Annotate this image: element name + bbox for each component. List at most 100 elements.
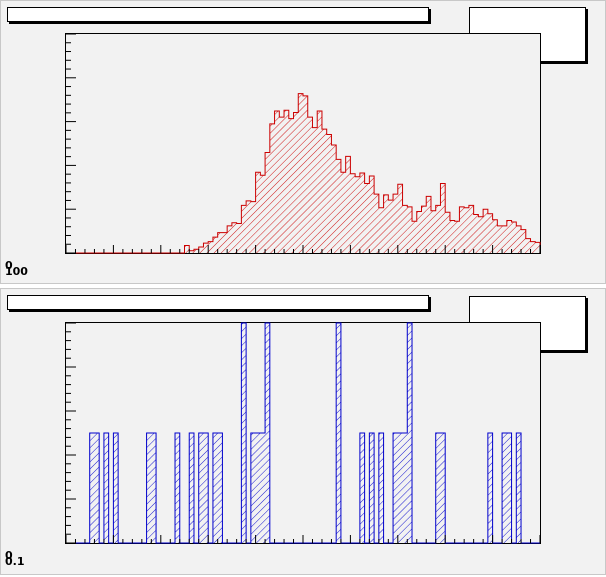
hist-bar (378, 433, 384, 543)
hist-bar (454, 221, 460, 253)
hist-bar (487, 213, 493, 253)
hist-bar (331, 145, 337, 253)
hist-bar (516, 225, 522, 253)
hist-bar (265, 152, 270, 253)
hist-bar (530, 241, 536, 253)
hist-bar (203, 243, 209, 253)
hist-bar (535, 242, 540, 253)
hist-bar (208, 241, 213, 253)
hist-bar (435, 205, 441, 253)
hist-bar (317, 111, 322, 253)
hist-bar (312, 127, 318, 253)
hist-bar (359, 433, 365, 543)
hist-bar (407, 323, 413, 543)
hist-bar (369, 175, 375, 253)
hist-bar (355, 176, 360, 253)
hist-bar (203, 433, 209, 543)
hist-bar (241, 205, 247, 253)
hist-bar (383, 194, 389, 253)
hist-bar (506, 433, 512, 543)
hist-bar (284, 110, 289, 253)
hist-bar (250, 433, 256, 543)
hist-bar (212, 237, 218, 253)
hist-outline (66, 322, 540, 544)
hist-bar (430, 210, 436, 253)
y-axis-label: 0 (5, 259, 13, 272)
hist-bar (359, 172, 365, 253)
hist-bar (502, 433, 507, 543)
bottom-title-box (7, 295, 429, 310)
hist-bar (307, 117, 313, 253)
hist-bar (184, 245, 190, 253)
hist-bar (426, 196, 431, 253)
hist-bar (198, 433, 204, 543)
hist-bar (521, 229, 526, 253)
hist-bar (388, 200, 394, 253)
hist-bar (478, 216, 484, 253)
hist-bar (449, 220, 455, 253)
hist-bar (393, 433, 398, 543)
hist-bar (151, 433, 157, 543)
hist-bar (412, 221, 417, 253)
hist-bar (378, 207, 384, 253)
hist-bar (227, 225, 232, 253)
hist-bar (506, 220, 512, 253)
hist-bar (502, 225, 507, 253)
hist-bar (298, 93, 303, 253)
hist-bar (241, 323, 247, 543)
hist-bar (113, 433, 119, 543)
hist-bar (189, 250, 194, 253)
hist-bar (89, 433, 95, 543)
hist-bar (468, 205, 474, 253)
bottom-plot-frame (65, 322, 541, 544)
top-title-box (7, 7, 429, 22)
hist-bar (321, 129, 327, 253)
hist-bar (516, 433, 522, 543)
hist-bar (350, 173, 356, 253)
hist-bar (416, 211, 422, 253)
hist-bar (440, 183, 446, 253)
hist-bar (402, 433, 408, 543)
hist-bar (212, 433, 218, 543)
hist-bar (222, 232, 228, 253)
y-axis-label: 0 (5, 549, 13, 562)
hist-outline (66, 93, 541, 254)
hist-bar (269, 123, 275, 254)
hist-bar (445, 212, 450, 253)
hist-bar (189, 433, 194, 543)
hist-bar (293, 112, 299, 253)
hist-bar (364, 183, 370, 253)
hist-bar (459, 206, 465, 253)
hist-bar (193, 249, 199, 253)
hist-bar (288, 118, 294, 253)
hist-bar (198, 246, 204, 253)
hist-bar (236, 223, 242, 253)
hist-bar (525, 238, 531, 253)
hist-bar (397, 433, 403, 543)
y-axis-label: 100 (5, 265, 28, 278)
hist-bar (175, 433, 180, 543)
hist-bar (492, 219, 498, 253)
hist-bar (94, 433, 100, 543)
hist-bar (393, 194, 398, 253)
hist-bar (397, 184, 403, 253)
hist-bar (369, 433, 375, 543)
hist-bar (497, 225, 503, 253)
hist-bar (336, 323, 341, 543)
hist-bar (260, 175, 266, 253)
hist-bar (483, 209, 488, 253)
hist-bar (146, 433, 152, 543)
hist-bar (217, 433, 223, 543)
hist-bar (345, 156, 351, 253)
hist-bar (374, 194, 379, 253)
hist-bar (326, 134, 332, 253)
hist-bar (265, 323, 270, 543)
hist-bar (473, 214, 479, 253)
hist-bar (421, 206, 427, 253)
hist-bar (250, 201, 256, 253)
y-axis-label: 0.1 (5, 555, 25, 568)
hist-bar (217, 232, 223, 253)
